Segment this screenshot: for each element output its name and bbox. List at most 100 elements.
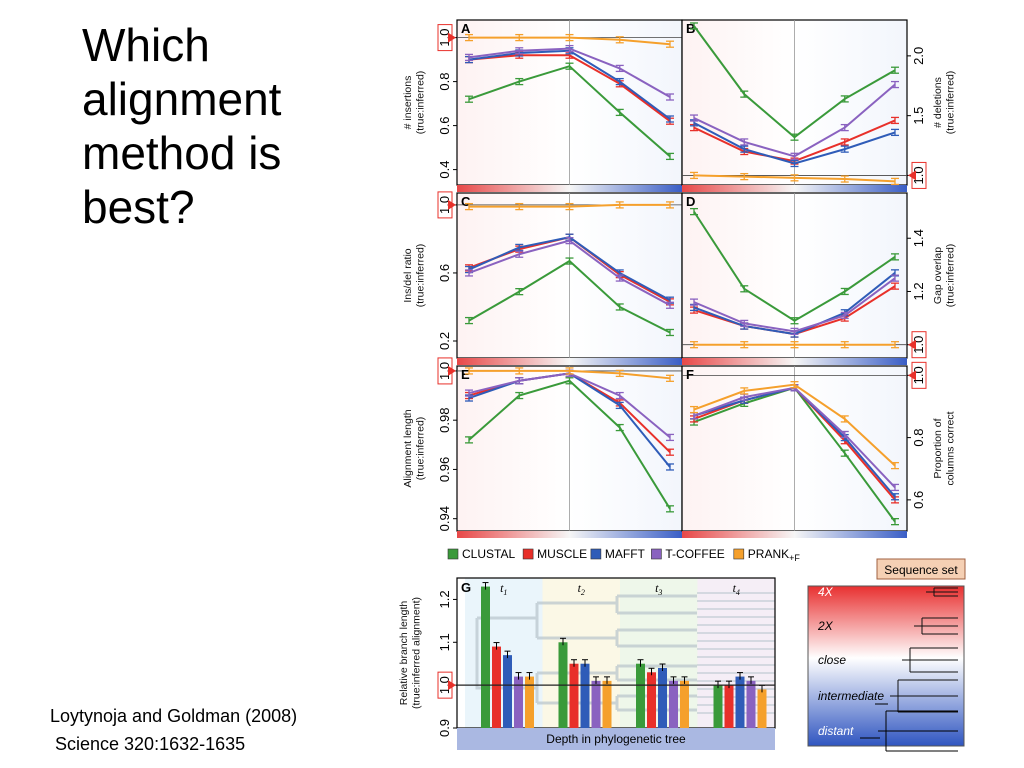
sequence-set-tree [914, 617, 958, 635]
panel-f-depth-strip [682, 531, 907, 538]
panel-g-ytick-label-group: 1.2 [437, 590, 452, 608]
panel-g-ylabel: Relative branch length (true:inferred ali… [398, 597, 423, 709]
panel-e-ylabel-line: Alignment length [402, 409, 414, 487]
panel-g-category-label: t2 [578, 581, 585, 597]
panel-g-xlabel: Depth in phylogenetic tree [546, 732, 686, 746]
panel-d-ytick-label: 1.4 [911, 229, 926, 247]
panel-b-ylabel-line: (true:inferred) [944, 71, 956, 135]
panel-d-ytick-label-group: 1.0 [911, 336, 926, 354]
panel-f-letter: F [686, 367, 694, 382]
panel-f-reference-marker [908, 370, 916, 381]
sequence-set-level: 2X [817, 619, 834, 633]
panel-g-bar-clustal [713, 685, 723, 728]
legend-label-prank: PRANK+F [748, 547, 801, 563]
panel-g-bar-muscle [724, 685, 734, 728]
panel-g-bar-t-coffee [591, 680, 601, 728]
panel-g-ytick-label: 1.1 [437, 633, 452, 651]
panel-g-category-label: t1 [500, 581, 507, 597]
panel-g-bar-t-coffee [669, 680, 678, 728]
sequence-set-tree [926, 587, 958, 597]
panel-a-depth-strip [457, 185, 682, 192]
panel-b-ytick-label-group: 1.5 [911, 107, 926, 125]
sequence-set-title-box [876, 558, 966, 580]
legend-label-mafft: MAFFT [605, 547, 646, 561]
panel-d-ytick-label: 1.2 [911, 282, 926, 300]
panel-e-depth-strip [457, 531, 682, 538]
legend-label-muscle: MUSCLE [537, 547, 587, 561]
panel-d-letter: D [686, 194, 695, 209]
panel-f-ytick-label-group: 1.0 [911, 366, 926, 384]
sequence-set-level: intermediate [818, 689, 884, 703]
panel-g-bar-mafft [658, 668, 667, 728]
panel-g-bar-prank [757, 689, 767, 728]
panel-g-ytick-label-group: 1.1 [437, 633, 452, 651]
panel-e-ytick-label-group: 0.96 [437, 457, 452, 482]
panel-f-ytick-label-group: 0.8 [911, 429, 926, 447]
panel-e-ytick-label-group: 0.98 [437, 408, 452, 433]
panel-f-ylabel-line: columns correct [944, 411, 956, 485]
sequence-set-tree [890, 679, 958, 713]
sequence-set-tree-path [914, 617, 958, 635]
sequence-set-tree-path [926, 587, 958, 597]
panel-c-ylabel-line: Ins/del ratio [402, 248, 414, 302]
sequence-set-level: distant [818, 724, 854, 738]
panel-a-ytick-label-group: 0.6 [437, 117, 452, 135]
panel-f-ytick-label: 0.6 [911, 491, 926, 509]
panel-g-bar-mafft [735, 676, 745, 728]
panel-g-xlabel-bar [457, 728, 775, 750]
panel-c-ytick-label-group: 0.6 [437, 264, 452, 282]
panel-b-reference-marker [908, 170, 916, 181]
panel-g-category-label: t3 [655, 581, 662, 597]
legend-swatch-mafft [590, 548, 602, 560]
panel-f-ylabel: Proportion of columns correct [932, 411, 957, 485]
panel-d-ytick-label-group: 1.4 [911, 229, 926, 247]
panel-b-ylabel-line: # deletions [932, 77, 944, 128]
panel-a-ytick-label: 0.8 [437, 73, 452, 91]
panel-c-ylabel-line: (true:inferred) [414, 244, 426, 308]
panel-a-ytick-label: 0.4 [437, 161, 452, 179]
figure-svg: 1.00.80.60.4# insertions (true:inferred)A… [398, 19, 966, 752]
sequence-set-tree [902, 647, 958, 673]
panel-c-reference-marker [448, 199, 456, 210]
panel-f-ytick-label: 0.8 [911, 429, 926, 447]
panel-b-ytick-label: 1.5 [911, 107, 926, 125]
sequence-set-tree-path [890, 679, 958, 713]
panel-c-ytick-label: 0.6 [437, 264, 452, 282]
panel-e-ytick-label: 0.98 [437, 408, 452, 433]
sequence-set-tree [878, 710, 958, 752]
panel-g-ylabel-line: Relative branch length [398, 601, 410, 706]
panel-d-ylabel-line: (true:inferred) [944, 244, 956, 308]
panel-g-category-label: t4 [733, 581, 740, 597]
panel-f-ytick-label: 1.0 [911, 366, 926, 384]
panel-g-bar-mafft [580, 663, 590, 728]
panel-a-ytick-label: 0.6 [437, 117, 452, 135]
panel-g-bar-mafft [503, 655, 512, 728]
panel-c-letter: C [461, 194, 471, 209]
panel-b-ytick-label: 2.0 [911, 47, 926, 65]
sequence-set-tree-path [902, 647, 958, 673]
panel-e-reference-marker [448, 365, 456, 376]
panel-a-ylabel-line: # insertions [402, 76, 414, 130]
panel-g-bar-muscle [492, 646, 501, 728]
citation: Loytynoja and Goldman (2008) Science 320… [50, 706, 298, 754]
panel-d-ylabel: Gap overlap (true:inferred) [932, 244, 957, 308]
panel-e-ylabel-line: (true:inferred) [414, 417, 426, 481]
panel-a-reference-marker [448, 32, 456, 43]
panel-g-letter: G [461, 580, 471, 595]
panel-g-tree-path [615, 594, 697, 712]
panel-a-ylabel-line: (true:inferred) [414, 71, 426, 135]
panel-g-ytick-label-group: 0.9 [437, 719, 452, 737]
panel-g-bar-prank [680, 680, 689, 728]
sequence-set-level: 4X [818, 585, 834, 599]
panel-d-ytick-label: 1.0 [911, 336, 926, 354]
panel-g-bar-t-coffee [746, 680, 756, 728]
panel-e-ytick-label: 0.96 [437, 457, 452, 482]
panel-a-ytick-label-group: 0.8 [437, 73, 452, 91]
panel-d-reference-marker [908, 339, 916, 350]
sequence-set-level: close [818, 653, 846, 667]
panel-d-depth-strip [682, 358, 907, 365]
panel-b-ytick-label-group: 2.0 [911, 47, 926, 65]
panel-g-reference-marker [448, 680, 456, 691]
panel-g-ylabel-line: (true:inferred alignment) [410, 597, 422, 709]
panel-g-bar-clustal [636, 663, 645, 728]
